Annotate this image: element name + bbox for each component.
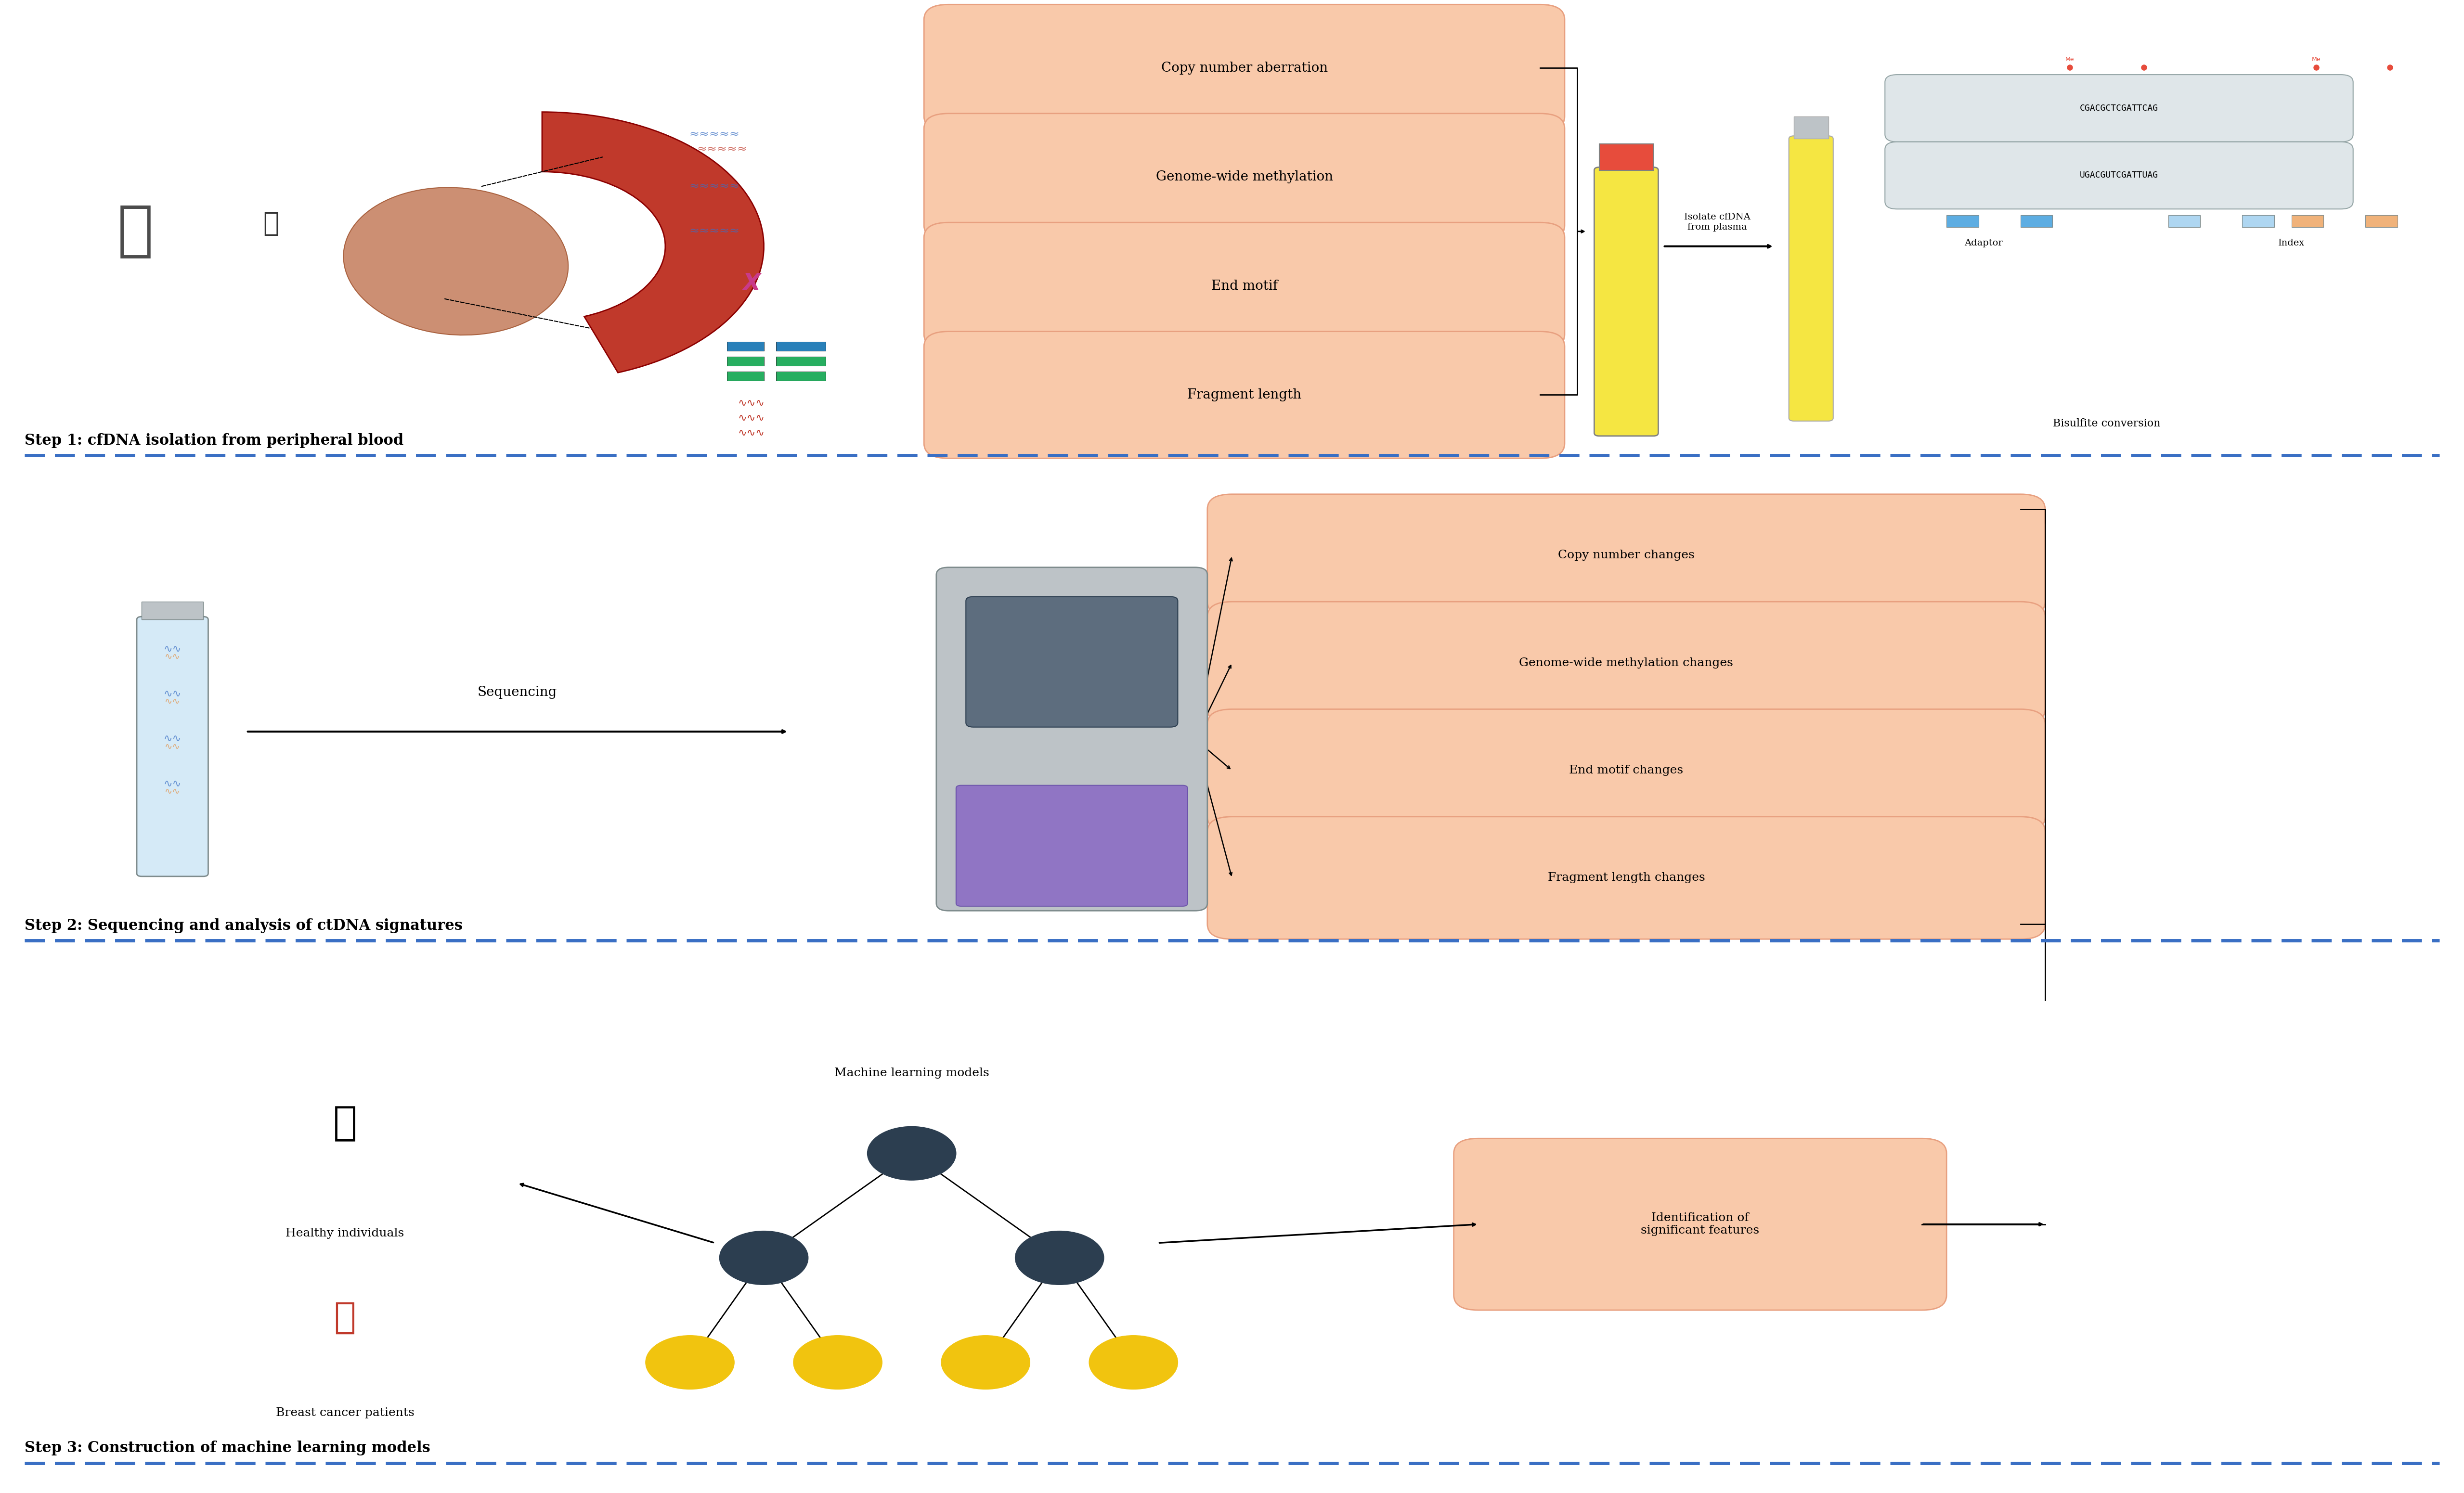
FancyBboxPatch shape: [936, 567, 1207, 911]
Bar: [776, 372, 825, 381]
FancyBboxPatch shape: [924, 4, 1565, 131]
Bar: [1599, 143, 1653, 170]
Text: ≈≈≈≈≈: ≈≈≈≈≈: [697, 143, 747, 155]
Bar: [2292, 215, 2324, 227]
Circle shape: [793, 1335, 882, 1388]
FancyBboxPatch shape: [924, 331, 1565, 458]
Text: ∿∿: ∿∿: [163, 645, 182, 654]
Text: ≈≈≈≈≈: ≈≈≈≈≈: [697, 196, 747, 208]
Bar: [143, 602, 205, 620]
Circle shape: [941, 1335, 1030, 1388]
Bar: [2168, 215, 2200, 227]
Bar: [2242, 215, 2274, 227]
Circle shape: [1089, 1335, 1178, 1388]
Text: Me: Me: [2311, 57, 2321, 63]
Text: Genome-wide methylation changes: Genome-wide methylation changes: [1520, 657, 1732, 669]
Text: ∿∿∿: ∿∿∿: [739, 428, 764, 437]
Text: Copy number changes: Copy number changes: [1557, 549, 1695, 561]
Bar: [2020, 215, 2053, 227]
Text: ≈≈≈≈≈: ≈≈≈≈≈: [690, 225, 739, 237]
Text: ≈≈≈≈≈: ≈≈≈≈≈: [697, 240, 747, 252]
Bar: [1947, 215, 1979, 227]
Text: Me: Me: [2065, 57, 2075, 63]
FancyBboxPatch shape: [924, 222, 1565, 349]
Text: Fragment length: Fragment length: [1188, 388, 1301, 402]
Text: Isolate cfDNA
from plasma: Isolate cfDNA from plasma: [1685, 212, 1749, 231]
Text: Genome-wide methylation: Genome-wide methylation: [1156, 170, 1333, 184]
Circle shape: [1015, 1230, 1104, 1284]
Text: ∿∿∿: ∿∿∿: [739, 399, 764, 408]
Text: Breast cancer patients: Breast cancer patients: [276, 1406, 414, 1418]
FancyBboxPatch shape: [1207, 817, 2045, 939]
Bar: [727, 357, 764, 366]
Text: End motif: End motif: [1212, 279, 1276, 293]
FancyBboxPatch shape: [138, 617, 207, 876]
Wedge shape: [542, 112, 764, 373]
Text: ≈≈≈≈≈: ≈≈≈≈≈: [690, 128, 739, 140]
FancyBboxPatch shape: [1789, 136, 1833, 421]
Text: ∿∿: ∿∿: [163, 735, 182, 744]
FancyBboxPatch shape: [1594, 167, 1658, 436]
Text: ∿∿: ∿∿: [165, 697, 180, 706]
Circle shape: [719, 1230, 808, 1284]
FancyBboxPatch shape: [1885, 75, 2353, 142]
Text: Fragment length changes: Fragment length changes: [1547, 872, 1705, 884]
Bar: [776, 342, 825, 351]
Text: 🧍: 🧍: [118, 202, 153, 261]
Text: Healthy individuals: Healthy individuals: [286, 1227, 404, 1239]
FancyBboxPatch shape: [1207, 494, 2045, 617]
FancyBboxPatch shape: [924, 113, 1565, 240]
Bar: [1794, 116, 1828, 139]
Bar: [2365, 215, 2397, 227]
Text: Machine learning models: Machine learning models: [835, 1067, 988, 1078]
Text: CGACGCTCGATTCAG: CGACGCTCGATTCAG: [2080, 105, 2158, 112]
FancyBboxPatch shape: [1207, 709, 2045, 832]
FancyBboxPatch shape: [956, 785, 1188, 906]
Text: Sequencing: Sequencing: [478, 685, 557, 699]
Text: Step 1: cfDNA isolation from peripheral blood: Step 1: cfDNA isolation from peripheral …: [25, 433, 404, 448]
Text: 💉: 💉: [264, 211, 278, 237]
Text: Index: Index: [2279, 239, 2304, 248]
Text: Copy number aberration: Copy number aberration: [1161, 61, 1328, 75]
Bar: [776, 357, 825, 366]
FancyBboxPatch shape: [0, 37, 2464, 455]
Text: Step 2: Sequencing and analysis of ctDNA signatures: Step 2: Sequencing and analysis of ctDNA…: [25, 918, 463, 933]
FancyBboxPatch shape: [966, 597, 1178, 727]
Text: Bisulfite conversion: Bisulfite conversion: [2053, 418, 2161, 428]
Text: Identification of
significant features: Identification of significant features: [1641, 1212, 1759, 1236]
Text: End motif changes: End motif changes: [1570, 764, 1683, 776]
Text: ∿∿: ∿∿: [163, 690, 182, 699]
Text: X: X: [742, 272, 761, 296]
Text: ∿∿: ∿∿: [165, 787, 180, 796]
Text: ∿∿∿: ∿∿∿: [739, 414, 764, 423]
Circle shape: [867, 1126, 956, 1179]
Bar: [727, 372, 764, 381]
FancyBboxPatch shape: [1885, 142, 2353, 209]
Text: 👥: 👥: [333, 1103, 357, 1144]
Text: UGACGUTCGATTUAG: UGACGUTCGATTUAG: [2080, 172, 2158, 179]
Text: ∿∿: ∿∿: [165, 742, 180, 751]
Text: ∿∿: ∿∿: [165, 652, 180, 661]
Bar: [727, 342, 764, 351]
Text: ∿∿: ∿∿: [163, 779, 182, 788]
Text: Adaptor: Adaptor: [1964, 239, 2003, 248]
Text: ≈≈≈≈≈: ≈≈≈≈≈: [690, 181, 739, 193]
FancyBboxPatch shape: [1207, 602, 2045, 724]
Text: Step 3: Construction of machine learning models: Step 3: Construction of machine learning…: [25, 1441, 431, 1456]
Text: 👥: 👥: [335, 1300, 355, 1335]
FancyBboxPatch shape: [1454, 1139, 1947, 1311]
Ellipse shape: [342, 188, 569, 334]
Circle shape: [646, 1335, 734, 1388]
